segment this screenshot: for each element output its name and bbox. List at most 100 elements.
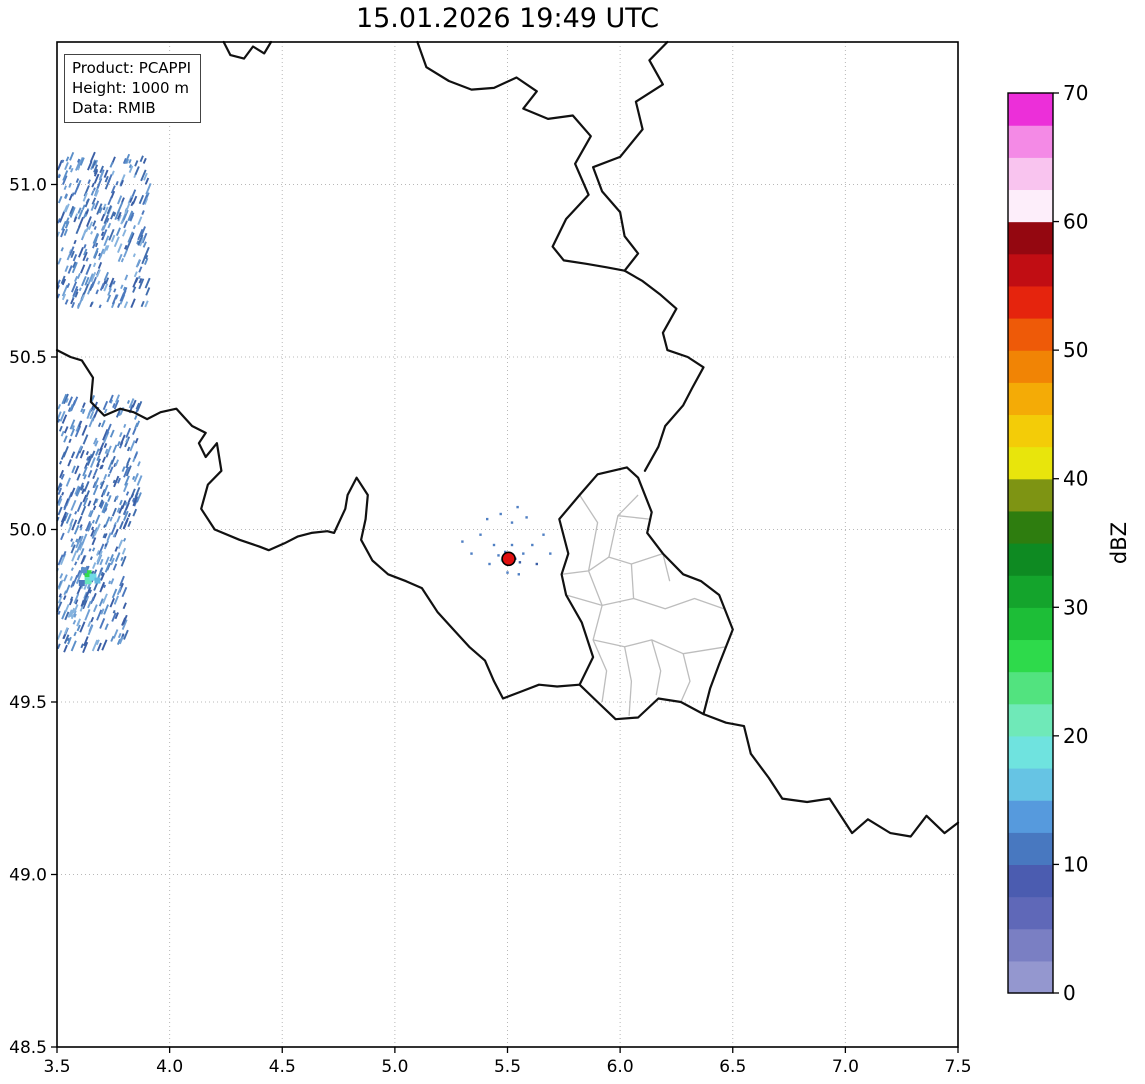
- product-info-box: Product: PCAPPI Height: 1000 m Data: RMI…: [64, 54, 202, 124]
- radar-echo-streak: [89, 410, 95, 420]
- radar-echo-streak: [131, 497, 136, 502]
- radar-echo-streak: [110, 455, 116, 465]
- radar-echo-streak: [102, 484, 109, 496]
- radar-echo-streak: [61, 393, 68, 405]
- radar-echo-streak: [105, 244, 110, 251]
- radar-echo-streak: [64, 162, 69, 171]
- radar-echo-streak: [90, 529, 95, 537]
- radar-echo-streak: [80, 505, 87, 516]
- radar-echo-streak: [56, 601, 63, 613]
- radar-echo-streak: [92, 232, 99, 244]
- radar-echo-streak: [123, 629, 129, 640]
- radar-echo-streak: [75, 538, 79, 543]
- radar-echo-streak: [80, 643, 84, 649]
- radar-echo-streak: [118, 505, 124, 514]
- radar-echo-streak: [139, 155, 144, 163]
- radar-echo-streak: [142, 241, 147, 248]
- radar-echo-streak: [128, 164, 132, 169]
- radar-echo-streak: [68, 165, 72, 170]
- radar-echo-streak: [68, 182, 72, 188]
- radar-echo-streak: [77, 207, 82, 214]
- radar-echo-streak: [129, 440, 136, 452]
- radar-echo-streak: [104, 556, 110, 565]
- radar-echo-streak: [132, 253, 136, 258]
- radar-echo-streak: [76, 570, 81, 578]
- radar-echo-streak: [86, 216, 92, 227]
- radar-echo-streak: [80, 485, 85, 491]
- radar-echo-streak: [57, 487, 62, 495]
- radar-echo-streak: [76, 272, 81, 280]
- district-border: [630, 563, 635, 599]
- radar-echo-speck: [522, 552, 525, 555]
- radar-echo-streak: [70, 428, 75, 437]
- radar-echo-streak: [82, 598, 88, 610]
- radar-echo-streak: [119, 432, 123, 438]
- radar-echo-streak: [109, 399, 114, 404]
- radar-echo-streak: [63, 393, 69, 405]
- radar-echo-streak: [93, 247, 99, 259]
- radar-echo-speck: [510, 543, 514, 547]
- radar-echo-streak: [103, 235, 110, 247]
- radar-echo-streak: [95, 448, 100, 456]
- radar-echo-streak: [119, 575, 125, 587]
- y-tick-label: 50.0: [9, 520, 47, 540]
- radar-echo-speck: [486, 517, 489, 521]
- radar-echo-streak: [75, 159, 82, 171]
- radar-echo-streak: [98, 499, 104, 508]
- radar-echo-streak: [81, 488, 86, 495]
- radar-echo-streak: [112, 212, 117, 217]
- radar-echo-streak: [132, 195, 138, 205]
- radar-echo-streak: [117, 632, 122, 639]
- radar-echo-streak: [57, 498, 63, 506]
- colorbar-band: [1008, 832, 1053, 866]
- radar-echo-streak: [104, 562, 111, 573]
- radar-echo-streak: [74, 561, 78, 566]
- radar-echo-streak: [110, 557, 115, 566]
- radar-echo-streak: [119, 499, 123, 506]
- y-tick-label: 50.5: [9, 348, 47, 368]
- radar-echo-streak: [71, 301, 76, 309]
- radar-echo-streak: [56, 643, 61, 650]
- radar-echo-streak: [57, 554, 64, 566]
- radar-echo-streak: [88, 548, 92, 552]
- radar-echo-streak: [134, 160, 139, 167]
- radar-echo-streak: [136, 475, 143, 486]
- colorbar-band: [1008, 768, 1053, 801]
- radar-echo-streak: [112, 563, 118, 571]
- radar-echo-streak: [109, 516, 113, 522]
- radar-echo-streak: [121, 619, 128, 630]
- radar-echo-streak: [72, 451, 76, 456]
- country-border: [558, 466, 734, 721]
- radar-echo-streak: [114, 546, 119, 552]
- radar-echo-streak: [138, 266, 143, 273]
- radar-echo-streak: [110, 211, 115, 220]
- radar-echo-streak: [69, 404, 74, 412]
- radar-echo-streak: [121, 197, 125, 204]
- radar-echo-streak: [138, 278, 143, 284]
- radar-echo-streak: [135, 402, 140, 410]
- radar-echo-streak: [63, 574, 68, 582]
- radar-echo-streak: [110, 234, 116, 243]
- radar-echo-streak: [91, 519, 95, 524]
- radar-echo-streak: [79, 482, 84, 491]
- radar-echo-streak: [68, 598, 74, 606]
- info-data-source-line: Data: RMIB: [72, 99, 156, 118]
- radar-echo-streak: [63, 512, 69, 522]
- radar-echo-streak: [68, 438, 72, 444]
- radar-echo-streak: [104, 277, 110, 285]
- radar-echo-streak: [122, 602, 127, 610]
- radar-echo-streak: [102, 221, 108, 231]
- radar-echo-streak: [116, 211, 122, 220]
- radar-echo-streak: [96, 455, 101, 461]
- radar-echo-streak: [128, 232, 135, 243]
- radar-echo-streak: [61, 610, 67, 620]
- radar-echo-streak: [70, 297, 75, 305]
- colorbar-band: [1008, 125, 1053, 158]
- radar-echo-streak: [116, 586, 122, 596]
- radar-echo-streak: [142, 157, 147, 164]
- plot-background: [57, 42, 958, 1047]
- radar-echo-streak: [93, 604, 98, 613]
- radar-echo-streak: [96, 550, 103, 563]
- radar-echo-streak: [56, 630, 63, 640]
- radar-echo-streak: [69, 205, 75, 215]
